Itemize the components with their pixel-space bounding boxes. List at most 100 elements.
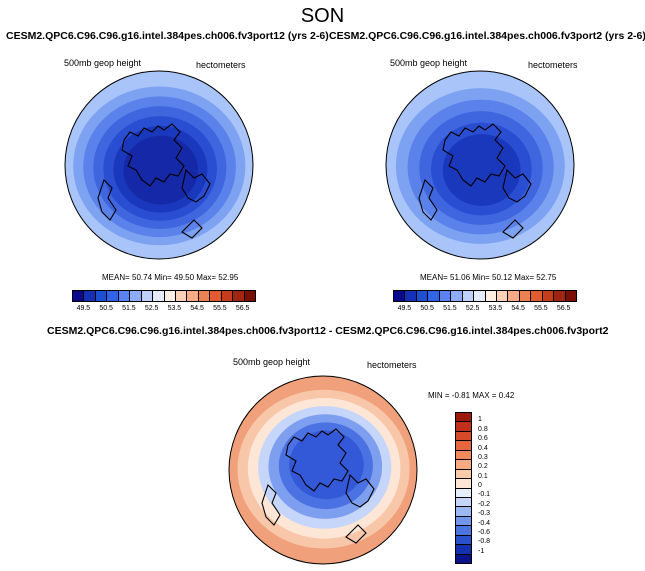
colorbar-swatch	[95, 291, 108, 301]
colorbar-tick-label: 55.5	[213, 305, 227, 312]
colorbar-swatch	[554, 291, 566, 301]
colorbar-tick-label: 49.5	[76, 305, 91, 312]
colorbar-swatch	[221, 291, 234, 301]
diff-stats: MIN = -0.81 MAX = 0.42	[428, 391, 515, 400]
colorbar-swatch	[456, 545, 471, 555]
colorbar-swatch	[542, 291, 555, 301]
panel1-title: CESM2.QPC6.C96.C96.g16.intel.384pes.ch00…	[6, 30, 329, 42]
colorbar-tick-label: 51.5	[122, 305, 136, 312]
colorbar-swatch	[485, 291, 497, 301]
map-border	[228, 375, 418, 565]
panel2-title: CESM2.QPC6.C96.C96.g16.intel.384pes.ch00…	[329, 30, 645, 42]
colorbar-swatch	[187, 291, 199, 301]
colorbar-swatch	[428, 291, 440, 301]
panel2-field-label: 500mb geop height	[390, 58, 468, 68]
colorbar-swatch	[474, 291, 486, 301]
colorbar-tick-label: -1	[478, 547, 485, 555]
coastline	[97, 123, 211, 239]
map-border	[385, 70, 575, 260]
colorbar-tick-label: -0.2	[478, 500, 491, 508]
colorbar-tick-label: 56.5	[235, 305, 250, 312]
colorbar-tick-label: 52.5	[144, 305, 159, 312]
colorbar-tick-label: 0.2	[478, 463, 488, 471]
colorbar-swatch	[233, 291, 245, 301]
colorbar-tick-label: 51.5	[443, 305, 457, 312]
colorbar-swatch	[118, 291, 131, 301]
colorbar-swatch	[508, 291, 520, 301]
colorbar-swatch	[141, 291, 154, 301]
colorbar-swatch	[462, 291, 475, 301]
panel1-polar-map	[64, 70, 254, 260]
colorbar-tick-label: 50.5	[99, 305, 113, 312]
map-band-50.0-50.5	[442, 134, 521, 206]
colorbar-swatch	[153, 291, 165, 301]
colorbar-tick-label: -0.4	[478, 519, 491, 527]
colorbar-tick-label: 53.5	[488, 305, 503, 312]
colorbar-swatch	[565, 291, 576, 301]
panel1-colorbar	[72, 290, 256, 302]
colorbar-swatch	[456, 469, 471, 480]
colorbar-swatch	[394, 291, 406, 301]
diff-panel-title: CESM2.QPC6.C96.C96.g16.intel.384pes.ch00…	[47, 325, 609, 337]
coastline	[261, 428, 375, 544]
colorbar-tick-label: 56.5	[556, 305, 571, 312]
colorbar-tick-label: 50.5	[420, 305, 434, 312]
colorbar-tick-label: -0.1	[478, 491, 491, 499]
colorbar-swatch	[456, 516, 471, 527]
panel2-colorbar	[393, 290, 577, 302]
diff-colorbar	[455, 412, 472, 564]
season-title: SON	[300, 5, 345, 27]
panel1-field-label: 500mb geop height	[64, 58, 142, 68]
colorbar-tick-label: 0.3	[478, 453, 488, 461]
colorbar-swatch	[73, 291, 85, 301]
diff-units-label: hectometers	[367, 360, 417, 370]
colorbar-swatch	[456, 497, 471, 508]
colorbar-tick-label: 1	[478, 416, 482, 424]
diff-polar-map	[228, 375, 418, 565]
colorbar-swatch	[175, 291, 188, 301]
colorbar-swatch	[164, 291, 176, 301]
map-border	[64, 70, 254, 260]
colorbar-swatch	[439, 291, 452, 301]
colorbar-tick-label: 0.1	[478, 472, 488, 480]
colorbar-swatch	[198, 291, 211, 301]
colorbar-swatch	[519, 291, 532, 301]
panel2-units-label: hectometers	[528, 60, 578, 70]
colorbar-swatch	[456, 535, 471, 546]
colorbar-tick-label: 49.5	[397, 305, 412, 312]
colorbar-swatch	[456, 413, 471, 423]
colorbar-tick-label: -0.3	[478, 510, 491, 518]
coastline	[418, 123, 532, 239]
colorbar-swatch	[244, 291, 255, 301]
panel1-units-label: hectometers	[196, 60, 246, 70]
panel2-polar-map	[385, 70, 575, 260]
colorbar-tick-label: -0.6	[478, 528, 491, 536]
colorbar-swatch	[456, 488, 471, 498]
diff-field-label: 500mb geop height	[233, 357, 311, 367]
colorbar-swatch	[210, 291, 222, 301]
colorbar-tick-label: 55.5	[534, 305, 548, 312]
colorbar-swatch	[531, 291, 543, 301]
colorbar-swatch	[456, 431, 471, 442]
colorbar-swatch	[456, 479, 471, 489]
colorbar-swatch	[130, 291, 142, 301]
colorbar-swatch	[496, 291, 509, 301]
colorbar-swatch	[456, 422, 471, 432]
map-band--0.6--0.4	[289, 430, 364, 500]
panel2-stats: MEAN= 51.06 Min= 50.12 Max= 52.75	[420, 273, 557, 282]
colorbar-swatch	[107, 291, 119, 301]
colorbar-swatch	[405, 291, 417, 301]
colorbar-tick-label: -0.8	[478, 538, 491, 546]
colorbar-tick-label: 0.4	[478, 444, 488, 452]
colorbar-swatch	[456, 554, 471, 563]
colorbar-tick-label: 52.5	[465, 305, 480, 312]
colorbar-swatch	[456, 460, 471, 470]
colorbar-swatch	[84, 291, 96, 301]
colorbar-swatch	[456, 526, 471, 536]
colorbar-tick-label: 0.6	[478, 435, 488, 443]
colorbar-swatch	[456, 507, 471, 517]
colorbar-tick-label: 54.5	[190, 305, 204, 312]
colorbar-swatch	[456, 450, 471, 461]
colorbar-tick-label: 54.5	[511, 305, 525, 312]
colorbar-swatch	[416, 291, 429, 301]
